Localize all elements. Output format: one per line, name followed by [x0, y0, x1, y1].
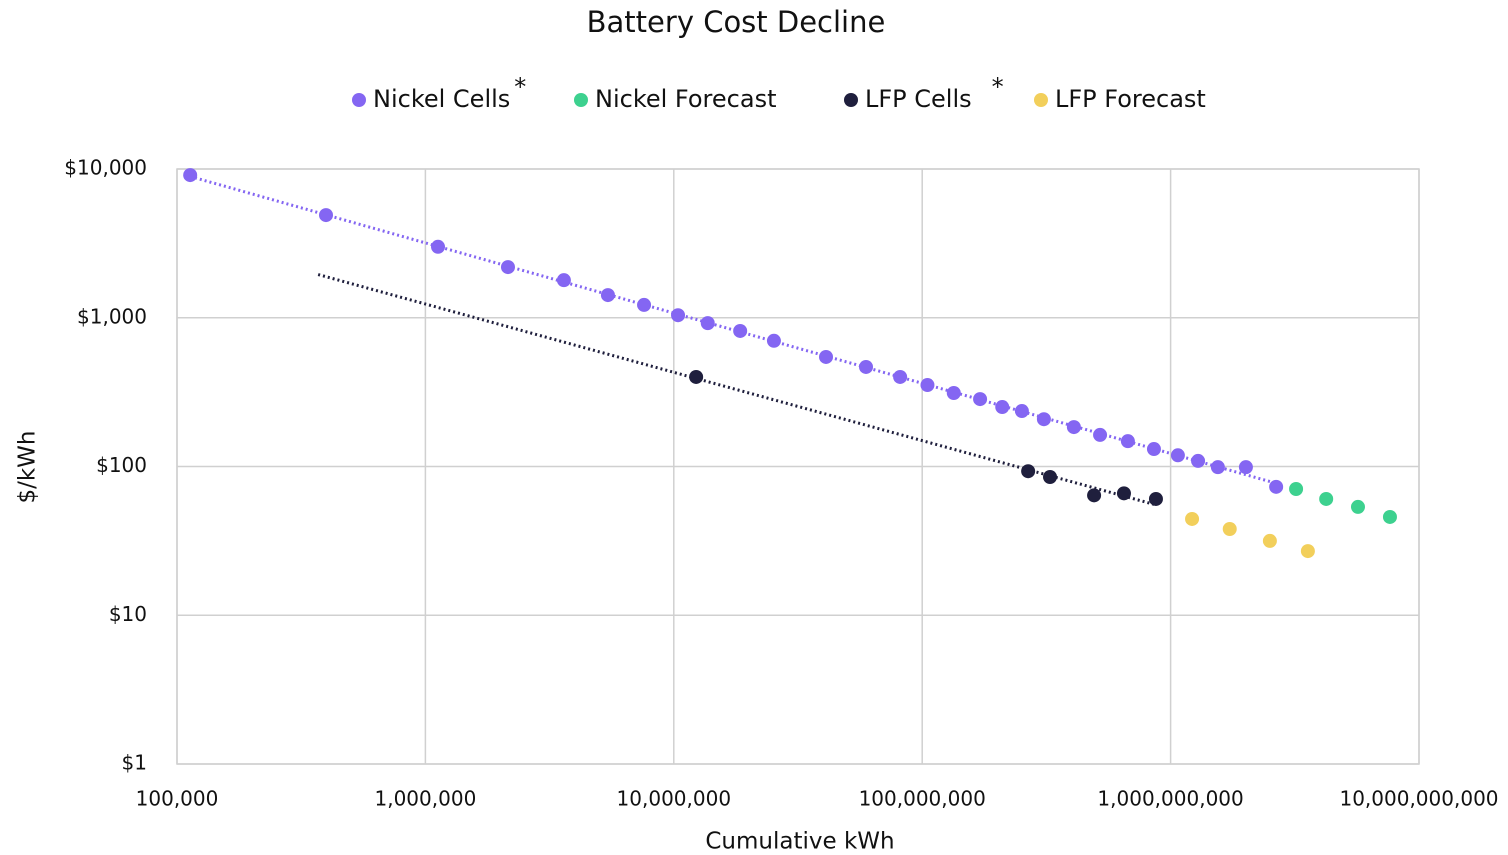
x-tick-label: 100,000 — [136, 787, 219, 811]
data-point — [1116, 486, 1131, 501]
data-point — [1043, 469, 1058, 484]
legend-marker — [352, 93, 366, 107]
data-point — [859, 359, 874, 374]
data-point — [946, 385, 961, 400]
data-point — [637, 297, 652, 312]
x-tick-label: 1,000,000,000 — [1097, 787, 1243, 811]
plot-border — [176, 168, 1420, 765]
legend-marker — [574, 93, 588, 107]
data-point — [500, 260, 515, 275]
data-point — [689, 369, 704, 384]
data-point — [973, 392, 988, 407]
chart-title: Battery Cost Decline — [587, 5, 886, 39]
data-point — [1170, 448, 1185, 463]
data-point — [671, 308, 686, 323]
data-point — [1185, 511, 1200, 526]
data-point — [1191, 453, 1206, 468]
x-tick-label: 1,000,000 — [375, 787, 477, 811]
data-point — [1319, 491, 1334, 506]
data-point — [920, 378, 935, 393]
data-point — [1148, 491, 1163, 506]
data-point — [183, 168, 198, 183]
y-tick-label: $10 — [109, 602, 147, 626]
data-point — [1289, 481, 1304, 496]
legend-marker — [844, 93, 858, 107]
data-point — [1382, 509, 1397, 524]
data-point — [431, 239, 446, 254]
data-point — [1120, 434, 1135, 449]
data-point — [819, 349, 834, 364]
trendline — [189, 175, 1277, 485]
data-point — [733, 323, 748, 338]
data-point — [1066, 420, 1081, 435]
data-point — [1269, 479, 1284, 494]
x-axis-label: Cumulative kWh — [705, 829, 894, 855]
legend-note: * — [992, 73, 1004, 101]
data-point — [1087, 488, 1102, 503]
data-point — [995, 400, 1010, 415]
data-point — [1238, 460, 1253, 475]
data-point — [1036, 412, 1051, 427]
data-point — [319, 208, 334, 223]
data-point — [1146, 442, 1161, 457]
data-point — [766, 333, 781, 348]
y-tick-label: $10,000 — [64, 156, 147, 180]
data-point — [1300, 544, 1315, 559]
data-point — [1014, 404, 1029, 419]
y-tick-label: $1 — [122, 751, 147, 775]
x-tick-label: 10,000,000,000 — [1339, 787, 1498, 811]
data-point — [1021, 464, 1036, 479]
legend-marker — [1034, 93, 1048, 107]
data-point — [700, 316, 715, 331]
legend-note: * — [514, 73, 526, 101]
data-point — [1210, 460, 1225, 475]
legend-label: LFP Cells — [865, 85, 972, 113]
legend-label: Nickel Cells — [373, 85, 510, 113]
y-tick-label: $1,000 — [77, 304, 147, 328]
data-point — [1262, 533, 1277, 548]
x-tick-label: 100,000,000 — [859, 787, 986, 811]
y-tick-label: $100 — [96, 453, 147, 477]
y-axis-label: $/kWh — [15, 430, 41, 503]
data-point — [1093, 427, 1108, 442]
data-point — [556, 273, 571, 288]
legend-label: LFP Forecast — [1055, 85, 1206, 113]
x-tick-label: 10,000,000 — [617, 787, 732, 811]
data-point — [1350, 499, 1365, 514]
data-point — [1222, 522, 1237, 537]
data-point — [600, 288, 615, 303]
legend-label: Nickel Forecast — [595, 85, 776, 113]
data-point — [893, 369, 908, 384]
